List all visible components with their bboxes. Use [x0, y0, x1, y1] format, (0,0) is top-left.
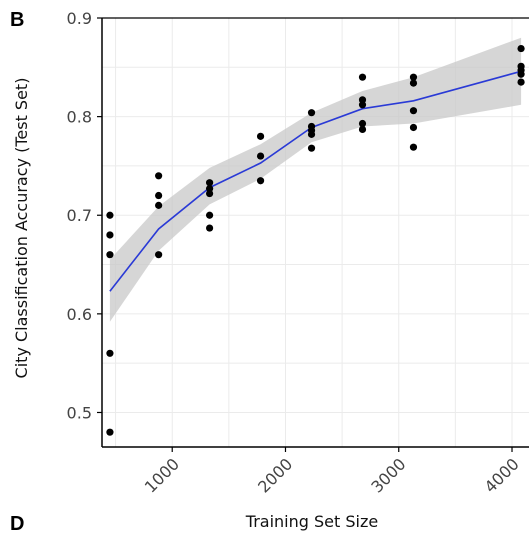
panel-label-d: D	[10, 513, 24, 534]
data-point	[358, 119, 367, 128]
data-point	[358, 101, 367, 109]
data-point	[409, 107, 418, 115]
data-point	[205, 211, 214, 219]
data-point	[106, 251, 114, 259]
confidence-ribbon	[109, 37, 522, 322]
data-point	[358, 73, 367, 81]
data-point	[409, 143, 418, 151]
data-point	[106, 211, 114, 219]
data-point	[106, 349, 114, 357]
trend-line-path	[109, 70, 522, 292]
x-tick-labels: 1000 2000 3000 4000	[141, 447, 523, 497]
y-tick-label: 0.9	[67, 9, 92, 28]
x-tick-label: 1000	[141, 454, 183, 496]
data-point	[409, 79, 418, 87]
data-point	[517, 78, 525, 86]
data-point	[307, 109, 316, 117]
data-point	[205, 189, 214, 198]
data-point	[155, 251, 163, 259]
data-point	[517, 70, 525, 78]
data-point	[409, 123, 418, 132]
data-point	[358, 125, 367, 134]
x-axis-title: Training Set Size	[245, 512, 378, 531]
data-point	[307, 130, 316, 138]
trend-line	[109, 70, 522, 292]
data-point	[256, 132, 265, 140]
data-point	[155, 172, 163, 180]
data-point	[307, 144, 316, 152]
x-tick-label: 2000	[254, 454, 296, 496]
panel-label-b: B	[10, 9, 24, 31]
y-tick-label: 0.6	[67, 305, 92, 324]
data-point	[409, 73, 418, 81]
y-tick-labels: 0.5 0.6 0.7 0.8 0.9	[67, 9, 102, 422]
y-tick-label: 0.8	[67, 108, 92, 127]
data-point	[106, 231, 114, 239]
data-points	[106, 44, 525, 436]
data-point	[205, 224, 214, 232]
axes	[101, 17, 529, 448]
x-tick-label: 3000	[367, 454, 409, 496]
data-point	[106, 428, 114, 436]
data-point	[517, 44, 525, 53]
data-point	[256, 177, 265, 185]
x-tick-label: 4000	[481, 454, 523, 496]
confidence-band	[109, 37, 522, 322]
data-point	[205, 185, 214, 193]
y-tick-label: 0.7	[67, 206, 92, 225]
y-axis-title: City Classification Accuracy (Test Set)	[12, 78, 31, 379]
data-point	[205, 179, 214, 187]
data-point	[358, 96, 367, 104]
data-point	[155, 191, 163, 200]
y-tick-label: 0.5	[67, 403, 92, 422]
data-point	[256, 152, 265, 160]
data-point	[155, 201, 163, 209]
